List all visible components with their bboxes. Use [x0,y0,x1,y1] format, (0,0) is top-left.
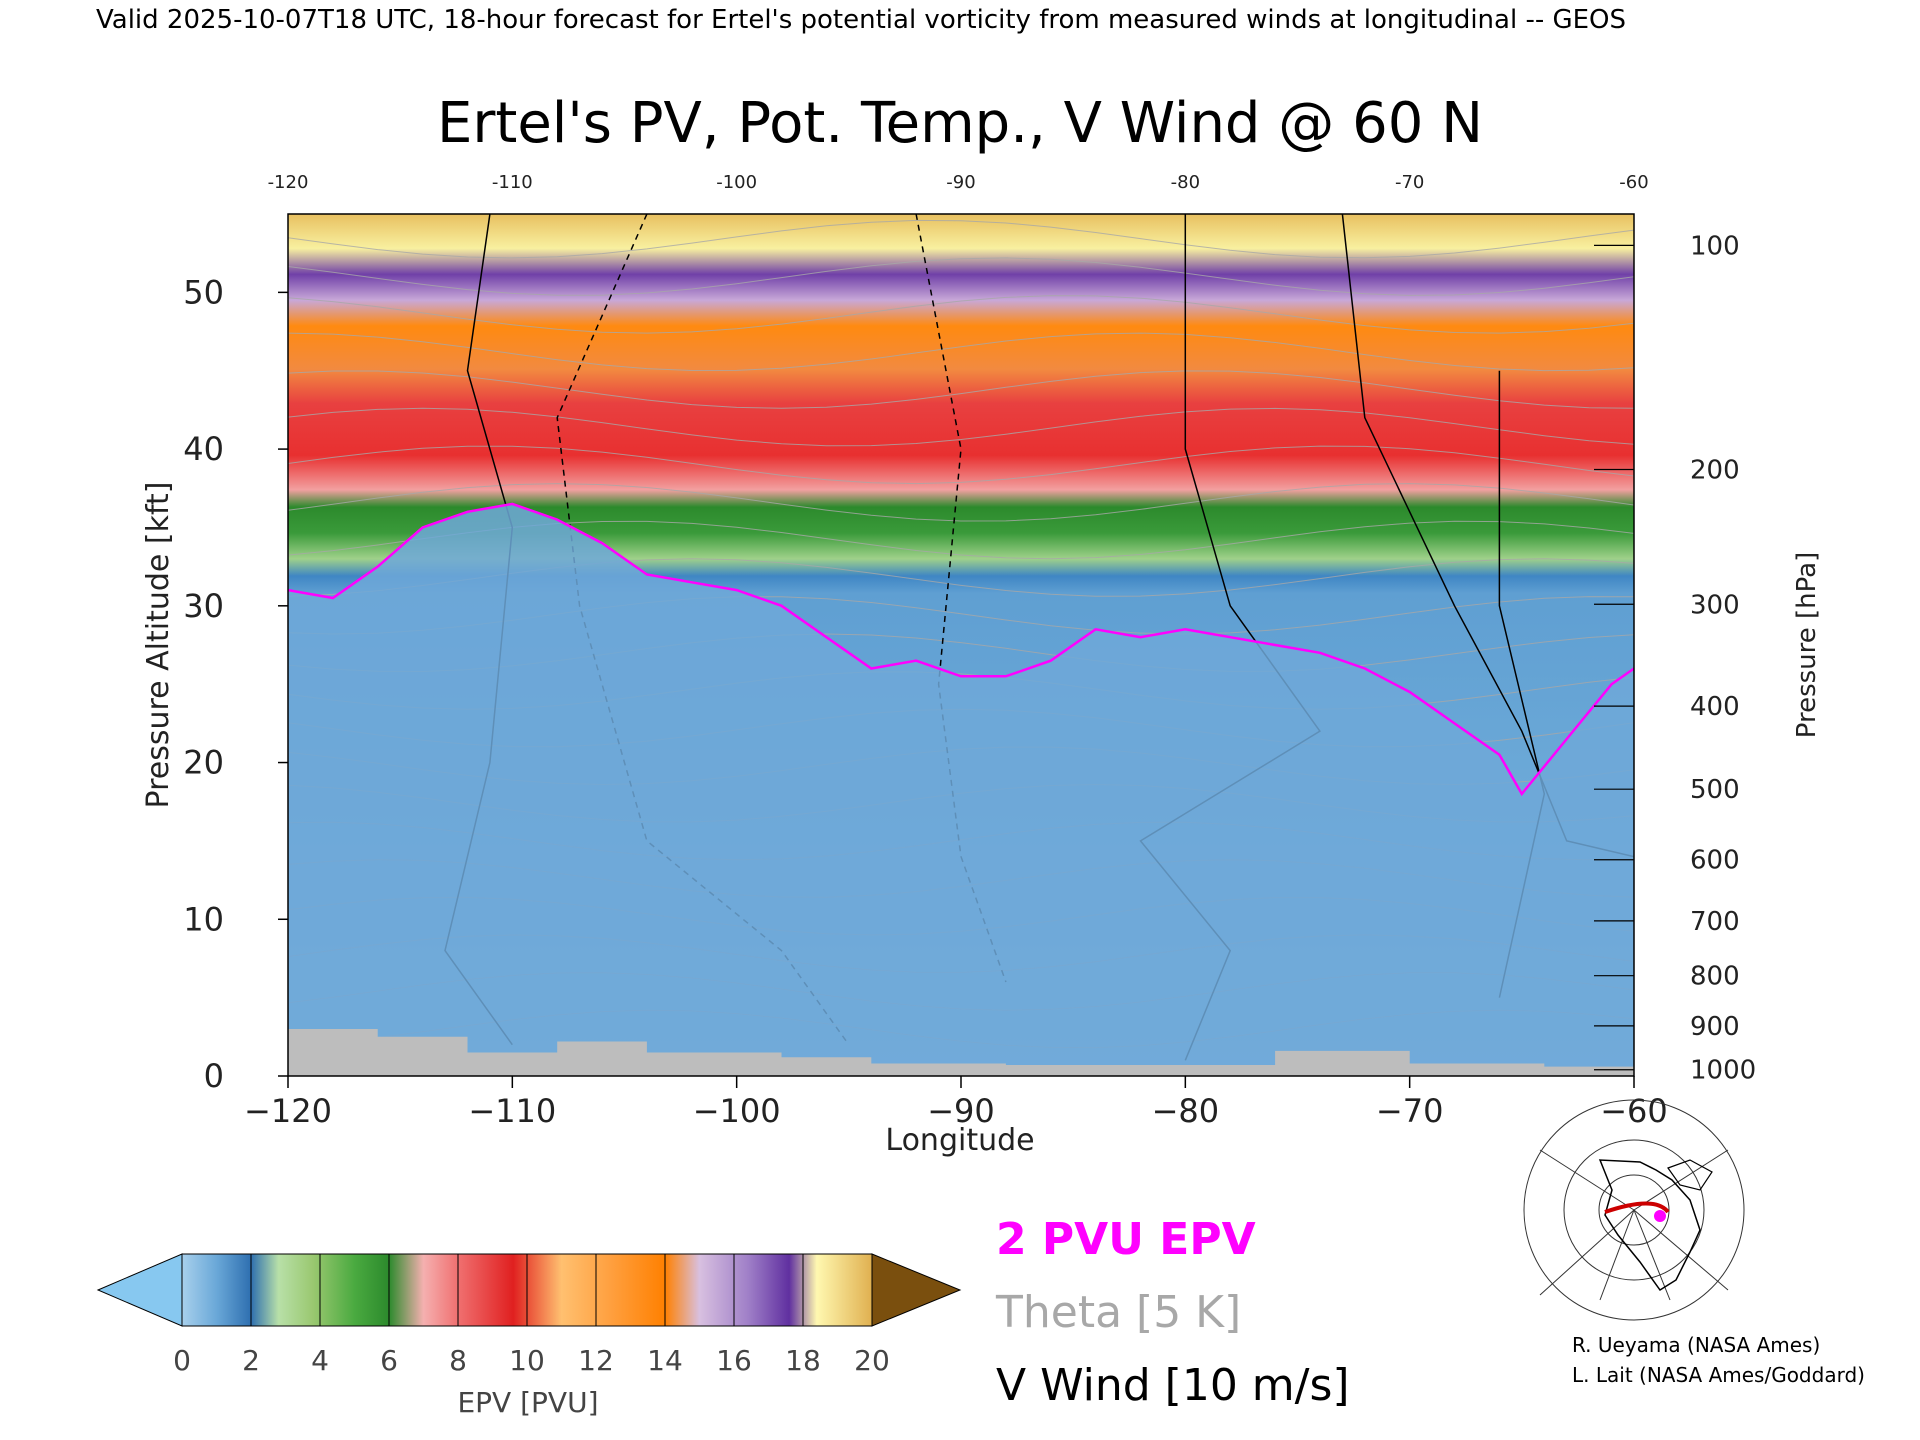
credit-line-1: R. Ueyama (NASA Ames) [1572,1333,1820,1357]
top-tick-label: -120 [268,172,309,193]
theta-contour [288,483,1634,522]
lower-pv-region [288,503,1634,1076]
x-tick-label: −100 [693,1092,781,1130]
y-tick-label: 50 [183,273,224,311]
theta-contour [288,219,1634,259]
x-tick-label: −110 [468,1092,556,1130]
theta-contour [288,257,1634,296]
colorbar: 0 2 4 6 8 10 12 14 16 18 20 EPV [PVU] [96,1253,962,1419]
legend-epv: 2 PVU EPV [996,1214,1256,1265]
x-tick-label: −80 [1152,1092,1220,1130]
colorbar-tick-label: 14 [647,1344,683,1377]
pressure-tick-label: 1000 [1690,1056,1756,1086]
terrain-mask [288,1029,1634,1076]
colorbar-over-triangle [871,1253,962,1327]
pressure-tick-label: 400 [1690,692,1740,722]
colorbar-tick-label: 10 [509,1344,545,1377]
theta-contour [288,407,1634,447]
x-tick-label: −70 [1376,1092,1444,1130]
pressure-tick-label: 900 [1690,1012,1740,1042]
colorbar-tick-label: 6 [380,1344,398,1377]
legend-theta: Theta [5 K] [995,1287,1241,1338]
top-tick-label: -100 [716,172,757,193]
pressure-tick-label: 600 [1690,846,1740,876]
y-tick-label: 0 [204,1057,224,1095]
y-tick-label: 30 [183,587,224,625]
colorbar-tick-label: 20 [854,1344,890,1377]
pressure-tick-label: 500 [1690,775,1740,805]
colorbar-label: EPV [PVU] [457,1386,598,1419]
pressure-tick-label: 300 [1690,590,1740,620]
theta-contour [288,295,1634,334]
y-tick-label: 20 [183,744,224,782]
inset-map [1523,1099,1745,1321]
top-tick-label: -70 [1395,172,1424,193]
colorbar-tick-label: 4 [311,1344,329,1377]
pressure-tick-label: 700 [1690,907,1740,937]
colorbar-tick-label: 0 [173,1344,191,1377]
theta-contour [288,445,1634,485]
theta-contour [288,332,1634,372]
x-tick-label: −90 [927,1092,995,1130]
colorbar-tick-label: 18 [785,1344,821,1377]
theta-contour [288,370,1634,409]
pressure-tick-label: 200 [1690,455,1740,485]
two-pvu-contour [288,502,1634,797]
colorbar-tick-label: 16 [716,1344,752,1377]
y-tick-label: 40 [183,430,224,468]
pressure-tick-label: 100 [1690,231,1740,261]
top-tick-label: -110 [492,172,533,193]
header-text: Valid 2025-10-07T18 UTC, 18-hour forecas… [96,5,1626,35]
plot-area [288,214,1634,1076]
axes: −120 -120 −110 -110 −100 -100 −90 -90 −80 -80 −70 -… [183,172,1756,1130]
colorbar-tick-label: 8 [449,1344,467,1377]
top-tick-label: -80 [1171,172,1200,193]
inset-location-marker [1654,1210,1666,1222]
top-tick-label: -90 [946,172,975,193]
colorbar-tick-label: 2 [242,1344,260,1377]
legend-vwind: V Wind [10 m/s] [996,1360,1350,1411]
pressure-tick-label: 800 [1690,962,1740,992]
credit-line-2: L. Lait (NASA Ames/Goddard) [1572,1363,1865,1387]
y-tick-label: 10 [183,900,224,938]
chart-title: Ertel's PV, Pot. Temp., V Wind @ 60 N [437,91,1483,156]
colorbar-ticks: 0 2 4 6 8 10 12 14 16 18 20 [173,1254,890,1377]
colorbar-tick-label: 12 [578,1344,614,1377]
x-tick-label: −60 [1600,1092,1668,1130]
top-tick-label: -60 [1619,172,1648,193]
y-axis-label-right: Pressure [hPa] [1792,552,1822,739]
y-axis-label-left: Pressure Altitude [kft] [141,482,176,809]
x-axis-label: Longitude [885,1123,1034,1158]
x-tick-label: −120 [244,1092,332,1130]
colorbar-under-triangle [96,1253,183,1327]
terrain [288,1029,1634,1076]
